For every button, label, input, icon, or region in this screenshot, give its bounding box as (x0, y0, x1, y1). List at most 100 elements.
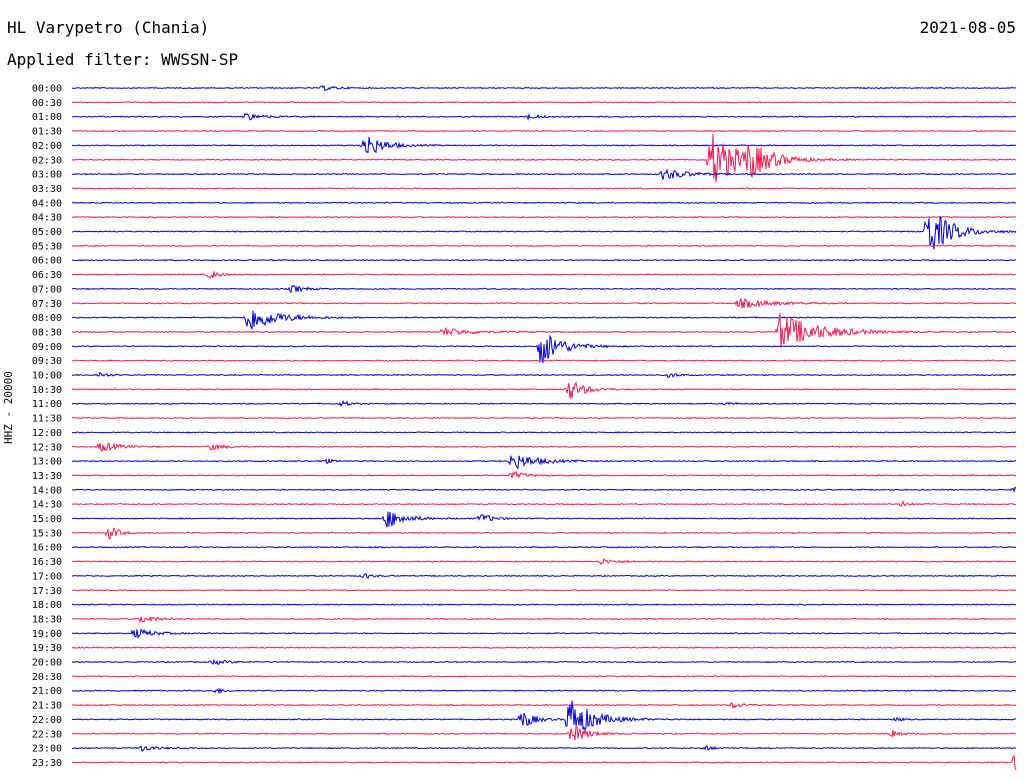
trace-0330 (71, 187, 1017, 190)
trace-0400 (71, 201, 1017, 205)
time-label-2030: 20:30 (32, 672, 62, 683)
trace-1000 (71, 371, 1017, 379)
time-label-0000: 00:00 (32, 84, 62, 95)
trace-0800 (72, 310, 1017, 330)
time-label-1800: 18:00 (32, 600, 62, 611)
time-label-0130: 01:30 (32, 127, 62, 138)
time-label-2000: 20:00 (32, 658, 62, 669)
time-label-1500: 15:00 (32, 514, 62, 525)
time-label-2100: 21:00 (32, 686, 62, 697)
time-label-1600: 16:00 (32, 543, 62, 554)
trace-1730 (71, 589, 1017, 592)
trace-0230 (71, 133, 1017, 183)
time-label-2200: 22:00 (32, 715, 62, 726)
time-label-1900: 19:00 (32, 629, 62, 640)
trace-1900 (71, 628, 1017, 640)
trace-0300 (71, 168, 1017, 180)
date-label: 2021-08-05 (919, 18, 1016, 37)
time-label-1100: 11:00 (32, 399, 62, 410)
time-label-2230: 22:30 (32, 729, 62, 740)
trace-1500 (71, 511, 1017, 528)
trace-2000 (71, 658, 1017, 666)
time-label-1000: 10:00 (32, 371, 62, 382)
time-label-0030: 00:30 (32, 98, 62, 109)
trace-1030 (71, 381, 1017, 399)
time-label-1730: 17:30 (32, 586, 62, 597)
trace-0530 (71, 244, 1017, 248)
trace-1630 (71, 558, 1017, 566)
trace-1600 (71, 545, 1017, 549)
time-label-1400: 14:00 (32, 485, 62, 496)
time-label-1700: 17:00 (32, 571, 62, 582)
trace-2030 (71, 675, 1017, 678)
trace-0430 (71, 215, 1017, 219)
trace-0600 (71, 258, 1017, 262)
time-label-1130: 11:30 (32, 414, 62, 425)
time-label-0900: 09:00 (32, 342, 62, 353)
time-label-1200: 12:00 (32, 428, 62, 439)
trace-0900 (71, 334, 1017, 364)
trace-1530 (71, 527, 1017, 540)
time-label-1330: 13:30 (32, 471, 62, 482)
trace-0730 (71, 297, 1017, 309)
time-label-1830: 18:30 (32, 614, 62, 625)
time-label-0300: 03:00 (32, 170, 62, 181)
trace-1800 (71, 603, 1017, 606)
trace-2330 (71, 753, 1017, 771)
trace-0930 (71, 359, 1017, 362)
trace-1430 (71, 500, 1017, 507)
station-title: HL Varypetro (Chania) (7, 18, 210, 37)
trace-0700 (71, 284, 1017, 294)
time-label-0530: 05:30 (32, 241, 62, 252)
trace-1330 (71, 471, 1017, 479)
filter-label: Applied filter: WWSSN-SP (7, 50, 239, 69)
time-label-1530: 15:30 (32, 528, 62, 539)
time-label-1230: 12:30 (32, 442, 62, 453)
trace-1300 (72, 455, 1017, 470)
time-label-0830: 08:30 (32, 327, 62, 338)
trace-1830 (72, 616, 1017, 623)
trace-1100 (71, 400, 1017, 407)
trace-0200 (71, 136, 1017, 154)
time-label-2330: 23:30 (32, 758, 62, 769)
trace-1700 (72, 573, 1017, 580)
time-label-1430: 14:30 (32, 500, 62, 511)
time-label-2130: 21:30 (32, 701, 62, 712)
time-label-0930: 09:30 (32, 356, 62, 367)
time-label-0430: 04:30 (32, 213, 62, 224)
trace-1200 (71, 431, 1017, 434)
time-label-0700: 07:00 (32, 284, 62, 295)
time-label-0230: 02:30 (32, 155, 62, 166)
time-label-2300: 23:00 (32, 744, 62, 755)
time-label-0630: 06:30 (32, 270, 62, 281)
time-label-0100: 01:00 (32, 112, 62, 123)
time-label-1030: 10:30 (32, 385, 62, 396)
time-label-0500: 05:00 (32, 227, 62, 238)
trace-1930 (71, 646, 1017, 649)
time-label-1630: 16:30 (32, 557, 62, 568)
time-label-0400: 04:00 (32, 198, 62, 209)
trace-0130 (71, 129, 1017, 133)
trace-0100 (71, 112, 1017, 121)
time-label-0600: 06:00 (32, 256, 62, 267)
time-label-0200: 02:00 (32, 141, 62, 152)
trace-2200 (71, 700, 1017, 732)
trace-2300 (72, 745, 1017, 752)
trace-1400 (72, 486, 1017, 493)
trace-0500 (72, 216, 1017, 250)
trace-2130 (71, 702, 1016, 710)
time-label-0330: 03:30 (32, 184, 62, 195)
trace-0630 (71, 271, 1017, 279)
trace-0830 (71, 313, 1017, 349)
time-label-1930: 19:30 (32, 643, 62, 654)
trace-2100 (71, 687, 1017, 695)
time-label-0800: 08:00 (32, 313, 62, 324)
trace-0000 (71, 84, 1017, 92)
trace-2230 (71, 724, 1017, 741)
trace-1230 (71, 442, 1017, 452)
time-label-0730: 07:30 (32, 299, 62, 310)
time-label-1300: 13:00 (32, 457, 62, 468)
trace-0030 (72, 101, 1017, 104)
trace-1130 (71, 416, 1017, 420)
